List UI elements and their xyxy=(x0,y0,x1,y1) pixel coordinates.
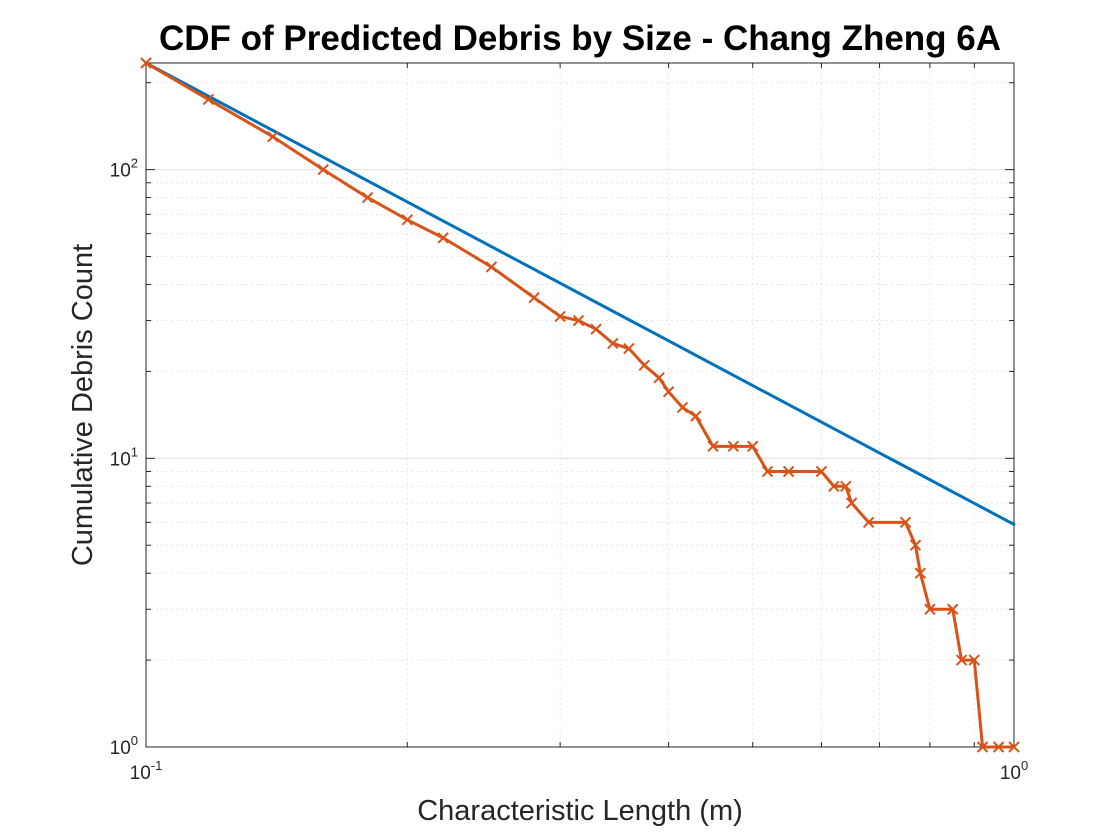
x-tick-label: 100 xyxy=(1000,758,1028,784)
series-line-0 xyxy=(144,61,1016,526)
series-point-marker xyxy=(528,291,540,304)
y-axis-label: Cumulative Debris Count xyxy=(67,244,99,566)
series-point-marker xyxy=(968,654,980,666)
series-point-marker xyxy=(1008,741,1020,753)
x-tick-label: 10-1 xyxy=(130,758,163,784)
series-point-marker xyxy=(976,741,989,753)
series-point-marker xyxy=(662,386,675,398)
series-point-marker xyxy=(554,310,566,323)
series-point-marker xyxy=(437,232,449,244)
series-point-marker xyxy=(992,741,1005,753)
series-point-marker xyxy=(690,410,702,422)
series-point-marker xyxy=(623,342,635,355)
series-point-marker xyxy=(828,480,840,492)
series-point-marker xyxy=(862,516,875,529)
series-point-marker xyxy=(924,603,936,615)
series-point-marker xyxy=(782,465,795,478)
series-point-marker xyxy=(638,359,650,371)
series-point-marker xyxy=(899,516,912,529)
y-tick-label: 101 xyxy=(110,444,138,470)
series-line-1 xyxy=(144,61,1016,749)
series-point-marker xyxy=(746,440,759,453)
series-point-marker xyxy=(947,603,959,615)
plot-area xyxy=(145,62,1015,748)
series-point-marker xyxy=(607,337,619,350)
series-point-marker xyxy=(202,93,215,106)
series-point-marker xyxy=(707,440,719,453)
series-point-marker xyxy=(840,480,852,492)
series-point-marker xyxy=(485,261,498,273)
series-point-marker xyxy=(955,654,968,666)
series-point-marker xyxy=(317,163,329,176)
series-point-marker xyxy=(361,191,374,204)
series-point-marker xyxy=(845,497,858,509)
series-point-marker xyxy=(727,440,740,453)
x-axis-label: Characteristic Length (m) xyxy=(417,795,743,827)
grid xyxy=(145,63,1014,748)
series-point-marker xyxy=(572,314,585,327)
y-tick-label: 100 xyxy=(110,733,138,759)
series-point-marker xyxy=(267,130,279,143)
series-point-marker xyxy=(676,401,689,414)
series-point-marker xyxy=(909,539,922,551)
series-point-marker xyxy=(653,372,665,384)
series-point-marker xyxy=(815,465,828,478)
series-point-marker xyxy=(140,57,152,69)
chart-title: CDF of Predicted Debris by Size - Chang … xyxy=(159,19,1001,58)
series-point-marker xyxy=(914,567,927,579)
series-point-marker xyxy=(401,214,414,226)
series-layer xyxy=(140,57,1020,753)
series-point-marker xyxy=(590,323,602,335)
series-point-marker xyxy=(761,465,774,478)
y-tick-label: 102 xyxy=(110,156,138,182)
